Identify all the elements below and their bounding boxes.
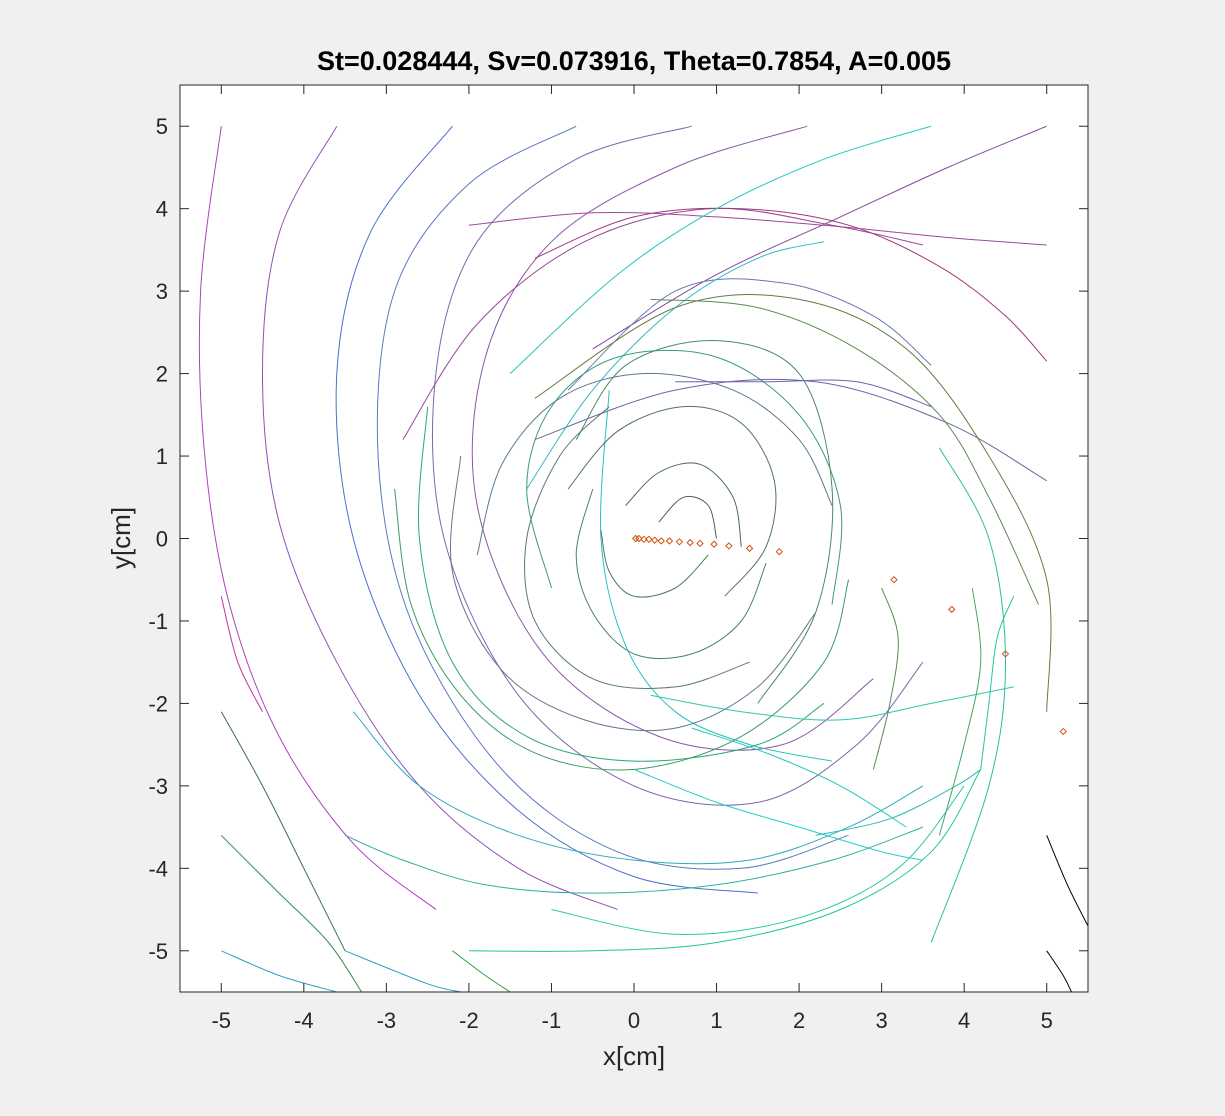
series-line-15 (600, 390, 833, 762)
series-line-6 (471, 125, 874, 751)
series-line-3 (335, 125, 758, 894)
particle-marker-17 (1001, 650, 1010, 658)
series-line-38 (930, 447, 1007, 943)
series-line-19 (526, 349, 843, 605)
series-line-44 (221, 950, 337, 992)
series-line-28 (600, 530, 709, 598)
series-line-7 (402, 207, 924, 440)
series-line-35 (650, 686, 1014, 721)
series-line-25 (567, 405, 777, 597)
y-tick-label: 1 (156, 444, 168, 469)
particle-marker-5 (650, 536, 659, 544)
series-line-21 (394, 488, 850, 771)
series-line-26 (575, 488, 767, 660)
axis-ticks: -5 -4 -3 -2 -1 0 1 2 3 4 5 -5 -4 -3 -2 -1 0 1 2 3 4 5 (148, 85, 1088, 1033)
particle-marker-9 (686, 538, 694, 547)
y-axis-label: y[cm] (106, 507, 136, 569)
series-line-9 (468, 211, 1047, 246)
series-line-17 (534, 294, 1052, 712)
series-line-13 (509, 125, 932, 374)
series-line-20 (417, 406, 825, 762)
y-tick-label: 5 (156, 114, 168, 139)
series-line-46 (452, 950, 511, 992)
series-line-50 (675, 379, 932, 408)
trajectory-lines (198, 125, 1088, 992)
series-line-39 (980, 596, 1015, 770)
particle-marker-12 (725, 542, 733, 550)
particle-marker-14 (775, 547, 783, 556)
y-tick-label: 2 (156, 362, 168, 387)
y-tick-label: -1 (148, 609, 168, 634)
particle-marker-3 (640, 535, 648, 544)
series-line-36 (691, 727, 907, 828)
particle-marker-7 (665, 537, 674, 545)
series-line-11 (567, 278, 932, 391)
series-line-8 (534, 207, 1048, 362)
particle-markers (631, 534, 1067, 736)
series-line-49 (1046, 950, 1072, 992)
series-line-24 (524, 406, 750, 689)
particle-marker-15 (890, 576, 898, 584)
series-line-43 (220, 834, 363, 992)
y-tick-label: 0 (156, 527, 168, 552)
particle-marker-18 (1059, 727, 1067, 736)
series-line-23 (449, 455, 816, 732)
series-line-42 (220, 711, 346, 952)
series-line-37 (815, 768, 981, 836)
x-tick-label: 4 (958, 1008, 970, 1033)
series-line-40 (938, 587, 982, 836)
x-tick-label: 5 (1041, 1008, 1053, 1033)
series-line-33 (551, 785, 965, 935)
series-line-12 (534, 378, 1047, 482)
series-line-47 (220, 596, 263, 712)
x-tick-label: -3 (377, 1008, 397, 1033)
particle-marker-13 (745, 544, 754, 553)
x-tick-label: -1 (542, 1008, 562, 1033)
x-tick-label: -2 (459, 1008, 479, 1033)
particle-marker-11 (710, 540, 718, 548)
particle-marker-16 (948, 605, 956, 614)
particle-marker-4 (645, 535, 653, 544)
x-tick-label: 0 (628, 1008, 640, 1033)
series-line-2 (261, 125, 618, 910)
series-line-29 (658, 495, 717, 539)
series-line-48 (1046, 835, 1088, 927)
x-tick-label: -5 (211, 1008, 231, 1033)
series-line-1 (198, 126, 437, 910)
y-tick-label: 3 (156, 279, 168, 304)
series-line-32 (468, 769, 982, 952)
series-line-41 (872, 587, 899, 770)
x-axis-label: x[cm] (603, 1041, 665, 1071)
x-tick-label: -4 (294, 1008, 314, 1033)
y-tick-label: -4 (148, 856, 168, 881)
x-tick-label: 3 (876, 1008, 888, 1033)
series-line-16 (650, 298, 1039, 605)
chart-title: St=0.028444, Sv=0.073916, Theta=0.7854, … (317, 46, 951, 76)
x-tick-label: 1 (710, 1008, 722, 1033)
series-line-4 (376, 125, 849, 870)
particle-marker-2 (635, 534, 643, 543)
series-line-27 (625, 462, 742, 547)
y-tick-label: 4 (156, 197, 168, 222)
series-line-5 (431, 125, 924, 806)
series-line-30 (344, 826, 924, 894)
x-tick-label: 2 (793, 1008, 805, 1033)
y-tick-label: -3 (148, 774, 168, 799)
series-line-45 (344, 950, 461, 992)
series-line-10 (592, 125, 1047, 350)
y-tick-label: -2 (148, 691, 168, 716)
series-line-14 (526, 241, 825, 490)
particle-marker-6 (657, 537, 665, 545)
series-line-22 (476, 372, 833, 556)
y-tick-label: -5 (148, 939, 168, 964)
particle-marker-10 (696, 539, 704, 548)
particle-marker-8 (675, 538, 684, 546)
plot-area (180, 85, 1088, 992)
series-line-31 (352, 711, 924, 865)
series-line-34 (633, 768, 923, 861)
